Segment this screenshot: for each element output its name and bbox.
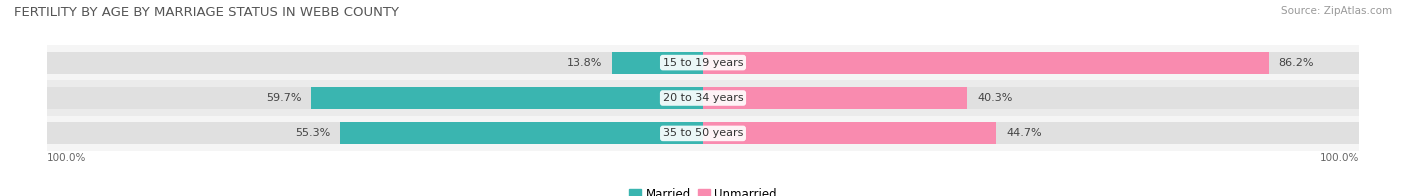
Bar [46, 80, 1360, 116]
Legend: Married, Unmarried: Married, Unmarried [624, 184, 782, 196]
Bar [703, 87, 967, 109]
Text: 35 to 50 years: 35 to 50 years [662, 128, 744, 138]
Text: Source: ZipAtlas.com: Source: ZipAtlas.com [1281, 6, 1392, 16]
Bar [340, 122, 703, 144]
Text: 44.7%: 44.7% [1007, 128, 1042, 138]
Text: 20 to 34 years: 20 to 34 years [662, 93, 744, 103]
Text: 40.3%: 40.3% [977, 93, 1012, 103]
Bar [703, 122, 1360, 144]
Text: 15 to 19 years: 15 to 19 years [662, 58, 744, 68]
Bar [46, 52, 703, 74]
Bar [613, 52, 703, 74]
Text: 13.8%: 13.8% [567, 58, 603, 68]
Bar [703, 87, 1360, 109]
Bar [46, 87, 703, 109]
Bar [46, 45, 1360, 80]
Bar [703, 52, 1268, 74]
Text: FERTILITY BY AGE BY MARRIAGE STATUS IN WEBB COUNTY: FERTILITY BY AGE BY MARRIAGE STATUS IN W… [14, 6, 399, 19]
Text: 100.0%: 100.0% [1320, 152, 1360, 162]
Text: 86.2%: 86.2% [1278, 58, 1315, 68]
Text: 100.0%: 100.0% [46, 152, 86, 162]
Bar [703, 52, 1360, 74]
Bar [46, 116, 1360, 151]
Bar [703, 122, 997, 144]
Text: 59.7%: 59.7% [266, 93, 301, 103]
Bar [311, 87, 703, 109]
Bar [46, 122, 703, 144]
Text: 55.3%: 55.3% [295, 128, 330, 138]
